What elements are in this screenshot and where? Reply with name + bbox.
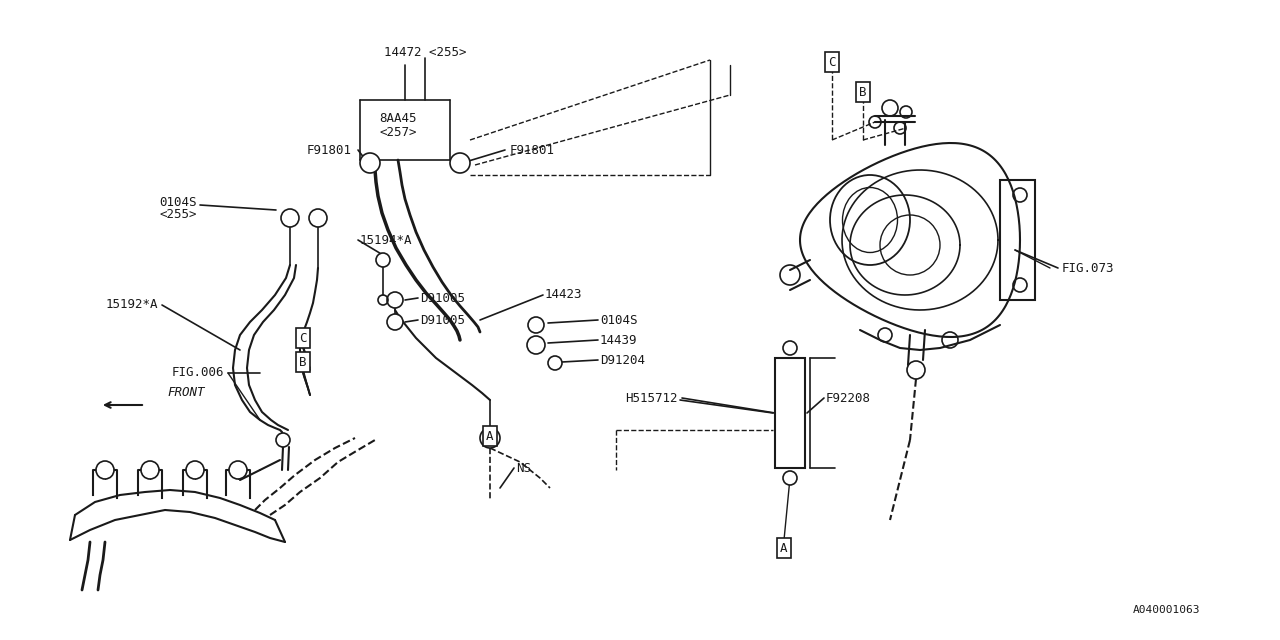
Circle shape: [276, 433, 291, 447]
Text: 0104S: 0104S: [160, 195, 197, 209]
Text: C: C: [300, 332, 307, 344]
Text: 14423: 14423: [545, 289, 582, 301]
Text: F92208: F92208: [826, 392, 870, 404]
Circle shape: [527, 336, 545, 354]
Circle shape: [96, 461, 114, 479]
Text: <255>: <255>: [160, 209, 197, 221]
Text: F91801: F91801: [509, 143, 556, 157]
Text: <257>: <257>: [379, 125, 417, 138]
Text: D91204: D91204: [600, 353, 645, 367]
Text: 14439: 14439: [600, 333, 637, 346]
Text: 15194*A: 15194*A: [360, 234, 412, 246]
Circle shape: [186, 461, 204, 479]
Text: A: A: [486, 429, 494, 442]
Circle shape: [387, 292, 403, 308]
Circle shape: [480, 428, 500, 448]
Text: F91801: F91801: [307, 143, 352, 157]
Text: A040001063: A040001063: [1133, 605, 1201, 615]
Circle shape: [529, 317, 544, 333]
Circle shape: [451, 153, 470, 173]
Text: C: C: [828, 56, 836, 68]
Bar: [774, 358, 805, 468]
Text: FRONT: FRONT: [166, 385, 205, 399]
Text: 15192*A: 15192*A: [105, 298, 157, 312]
Text: H515712: H515712: [626, 392, 678, 404]
Text: B: B: [300, 355, 307, 369]
Circle shape: [783, 471, 797, 485]
Circle shape: [141, 461, 159, 479]
Text: A: A: [781, 541, 787, 554]
Circle shape: [376, 253, 390, 267]
Circle shape: [783, 341, 797, 355]
Text: D91005: D91005: [420, 314, 465, 326]
Circle shape: [548, 356, 562, 370]
Circle shape: [308, 209, 326, 227]
Text: B: B: [859, 86, 867, 99]
Circle shape: [360, 153, 380, 173]
Text: 14472 <255>: 14472 <255>: [384, 45, 466, 58]
Text: 0104S: 0104S: [600, 314, 637, 326]
Text: NS: NS: [516, 461, 531, 474]
Bar: [1000, 180, 1036, 300]
Circle shape: [229, 461, 247, 479]
Circle shape: [282, 209, 300, 227]
Circle shape: [908, 361, 925, 379]
Text: FIG.073: FIG.073: [1062, 262, 1115, 275]
Text: 8AA45: 8AA45: [379, 111, 417, 125]
Circle shape: [387, 314, 403, 330]
Text: D91005: D91005: [420, 291, 465, 305]
Text: FIG.006: FIG.006: [172, 367, 224, 380]
